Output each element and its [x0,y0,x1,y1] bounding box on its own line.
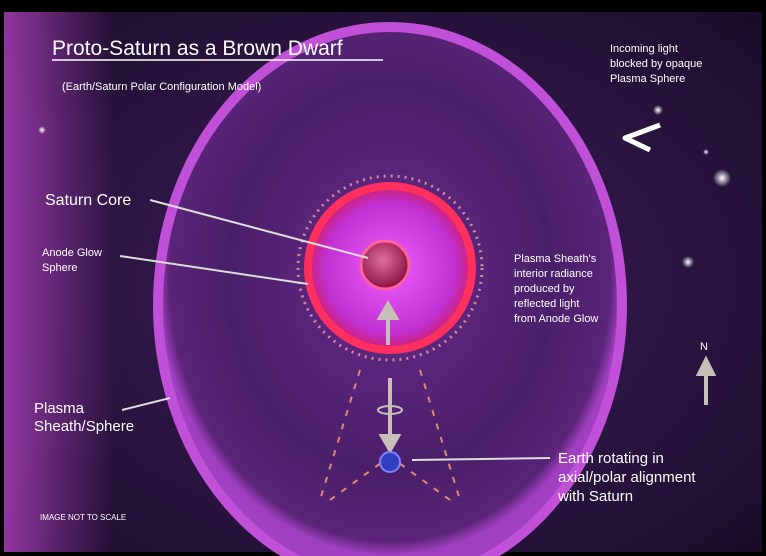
alignment-lines [319,369,461,501]
incoming-light-label: blocked by opaque [610,58,702,70]
sheath-radiance-label: produced by [514,283,575,295]
nebula [4,12,114,552]
scale-note-label: IMAGE NOT TO SCALE [40,513,126,522]
earth [379,451,401,473]
north-label: N [700,341,708,353]
light-arrow [622,122,661,153]
earth-label: with Saturn [557,488,633,505]
sparkle-ring [296,174,484,362]
subtitle: (Earth/Saturn Polar Configuration Model) [62,81,261,93]
earth-label: axial/polar alignment [558,469,696,486]
earth-label: Earth rotating in [558,450,664,467]
anode-glow-label: Sphere [42,262,77,274]
saturn-core-label: Saturn Core [45,192,131,209]
anode-glow-label: Anode Glow [42,247,102,259]
saturn-core [359,239,411,291]
sheath-radiance-label: reflected light [514,298,579,310]
plasma-sheath-label: Sheath/Sphere [34,418,134,435]
sheath-radiance-label: Plasma Sheath's [514,253,597,265]
leader-lines [119,199,551,461]
sheath-radiance-label: from Anode Glow [514,313,598,325]
incoming-light-label: Plasma Sphere [610,73,685,85]
plasma-sheath-label: Plasma [34,400,85,417]
incoming-light-label: Incoming light [610,43,678,55]
stars [38,105,731,268]
sheath-radiance-label: interior radiance [514,268,593,280]
title: Proto-Saturn as a Brown Dwarf [52,37,343,60]
axis-arrows [376,299,717,455]
